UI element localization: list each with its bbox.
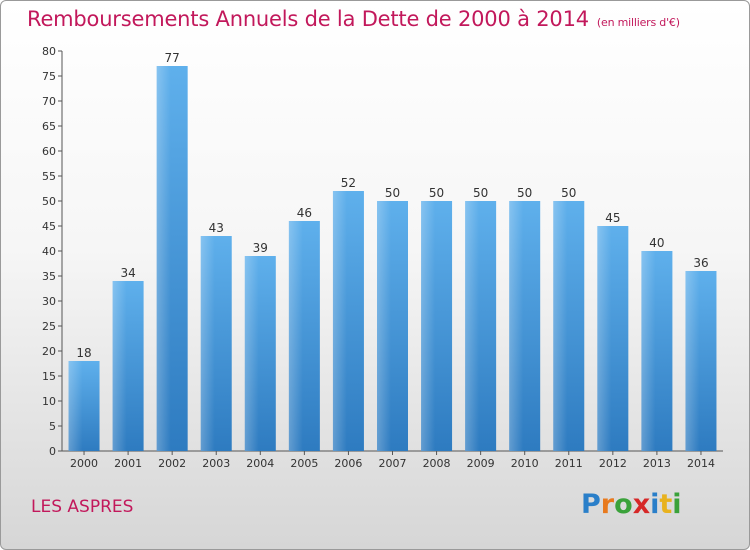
y-tick-label: 30 bbox=[42, 295, 56, 308]
bar-highlight bbox=[553, 201, 568, 451]
y-tick-label: 50 bbox=[42, 195, 56, 208]
y-tick-label: 55 bbox=[42, 170, 56, 183]
data-label-2013: 40 bbox=[649, 236, 664, 250]
y-tick-label: 10 bbox=[42, 395, 56, 408]
data-label-2012: 45 bbox=[605, 211, 620, 225]
y-tick-label: 70 bbox=[42, 95, 56, 108]
x-tick-label-2004: 2004 bbox=[246, 457, 274, 470]
data-label-2004: 39 bbox=[253, 241, 268, 255]
y-tick-label: 0 bbox=[49, 445, 56, 458]
bar-highlight bbox=[465, 201, 480, 451]
x-tick-label-2007: 2007 bbox=[379, 457, 407, 470]
data-label-2000: 18 bbox=[76, 346, 91, 360]
bars: 18 34 77 43 39 46 52 50 50 50 50 50 45 40 36 bbox=[68, 51, 717, 451]
data-label-2008: 50 bbox=[429, 186, 444, 200]
y-tick-label: 75 bbox=[42, 70, 56, 83]
location-name: LES ASPRES bbox=[31, 497, 134, 517]
data-label-2005: 46 bbox=[297, 206, 312, 220]
data-label-2007: 50 bbox=[385, 186, 400, 200]
data-label-2002: 77 bbox=[165, 51, 180, 65]
chart-title: Remboursements Annuels de la Dette de 20… bbox=[27, 7, 680, 31]
y-tick-label: 80 bbox=[42, 45, 56, 58]
x-tick-label-2012: 2012 bbox=[599, 457, 627, 470]
chart-title-text: Remboursements Annuels de la Dette de 20… bbox=[27, 7, 589, 31]
logo-letter: t bbox=[659, 489, 673, 520]
y-tick-label: 25 bbox=[42, 320, 56, 333]
bar-highlight bbox=[377, 201, 391, 451]
data-label-2001: 34 bbox=[120, 266, 135, 280]
bar-highlight bbox=[421, 201, 436, 451]
x-tick-label-2003: 2003 bbox=[202, 457, 230, 470]
x-tick-label-2014: 2014 bbox=[687, 457, 715, 470]
x-tick-label-2013: 2013 bbox=[643, 457, 671, 470]
x-tick-label-2010: 2010 bbox=[511, 457, 539, 470]
logo-letter: i bbox=[672, 489, 682, 520]
logo-letter: i bbox=[650, 489, 660, 520]
data-label-2014: 36 bbox=[693, 256, 708, 270]
bar-highlight bbox=[509, 201, 524, 451]
x-tick-label-2002: 2002 bbox=[158, 457, 186, 470]
x-tick-label-2001: 2001 bbox=[114, 457, 142, 470]
data-label-2003: 43 bbox=[209, 221, 224, 235]
data-label-2006: 52 bbox=[341, 176, 356, 190]
bar-highlight bbox=[156, 66, 171, 451]
y-tick-label: 15 bbox=[42, 370, 56, 383]
data-label-2010: 50 bbox=[517, 186, 532, 200]
y-tick-label: 20 bbox=[42, 345, 56, 358]
chart-subtitle: (en milliers d'€) bbox=[596, 16, 680, 29]
bar-highlight bbox=[685, 271, 700, 451]
x-tick-label-2009: 2009 bbox=[467, 457, 495, 470]
bar-highlight bbox=[112, 281, 127, 451]
x-tick-label-2006: 2006 bbox=[334, 457, 362, 470]
bar-highlight bbox=[641, 251, 656, 451]
y-tick-label: 65 bbox=[42, 120, 56, 133]
x-tick-label-2000: 2000 bbox=[70, 457, 98, 470]
bar-highlight bbox=[200, 236, 215, 451]
proxiti-logo[interactable]: Proxiti bbox=[581, 489, 682, 520]
y-tick-label: 35 bbox=[42, 270, 56, 283]
logo-letter: o bbox=[614, 489, 633, 520]
data-label-2011: 50 bbox=[561, 186, 576, 200]
bar-highlight bbox=[597, 226, 612, 451]
x-tick-label-2008: 2008 bbox=[423, 457, 451, 470]
logo-letter: P bbox=[581, 489, 601, 520]
x-tick-label-2005: 2005 bbox=[290, 457, 318, 470]
bar-highlight bbox=[332, 191, 347, 451]
bar-highlight bbox=[244, 256, 259, 451]
logo-letter: r bbox=[600, 489, 615, 520]
axes: 0 5 10 15 20 25 30 35 40 45 50 55 60 65 70 75 80 2000 2001… bbox=[42, 45, 723, 470]
data-label-2009: 50 bbox=[473, 186, 488, 200]
y-tick-label: 60 bbox=[42, 145, 56, 158]
bar-highlight bbox=[68, 361, 83, 451]
x-tick-label-2011: 2011 bbox=[555, 457, 583, 470]
y-tick-label: 45 bbox=[42, 220, 56, 233]
y-tick-label: 5 bbox=[49, 420, 56, 433]
bar-highlight bbox=[288, 221, 303, 451]
logo-letter: x bbox=[632, 489, 651, 520]
y-tick-label: 40 bbox=[42, 245, 56, 258]
